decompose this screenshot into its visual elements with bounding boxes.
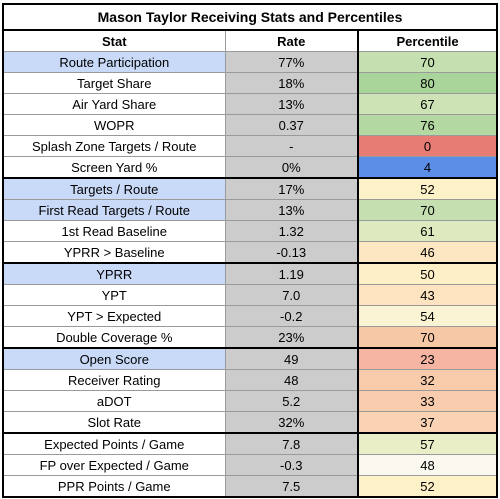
- rate-cell[interactable]: -0.13: [224, 241, 359, 264]
- percentile-cell[interactable]: 52: [356, 475, 499, 498]
- stat-cell[interactable]: Splash Zone Targets / Route: [2, 135, 226, 157]
- stat-cell[interactable]: YPRR: [2, 262, 226, 285]
- table-row: Double Coverage % 23% 70: [2, 326, 499, 349]
- stat-cell[interactable]: Screen Yard %: [2, 156, 226, 179]
- percentile-cell[interactable]: 67: [356, 93, 499, 115]
- table-row: 1st Read Baseline 1.32 61: [2, 220, 499, 242]
- percentile-cell[interactable]: 50: [356, 262, 499, 285]
- table-row: Expected Points / Game 7.8 57: [2, 432, 499, 455]
- stat-cell[interactable]: First Read Targets / Route: [2, 199, 226, 221]
- percentile-cell[interactable]: 37: [356, 411, 499, 434]
- rate-cell[interactable]: 23%: [224, 326, 359, 349]
- stat-cell[interactable]: 1st Read Baseline: [2, 220, 226, 242]
- stat-cell[interactable]: Targets / Route: [2, 177, 226, 200]
- table-row: Receiver Rating 48 32: [2, 369, 499, 391]
- rate-cell[interactable]: 18%: [224, 72, 359, 94]
- table-row: Open Score 49 23: [2, 347, 499, 370]
- percentile-cell[interactable]: 70: [356, 326, 499, 349]
- stat-cell[interactable]: YPRR > Baseline: [2, 241, 226, 264]
- stat-cell[interactable]: WOPR: [2, 114, 226, 136]
- percentile-cell[interactable]: 76: [356, 114, 499, 136]
- stat-cell[interactable]: Target Share: [2, 72, 226, 94]
- rate-cell[interactable]: 13%: [224, 93, 359, 115]
- percentile-cell[interactable]: 0: [356, 135, 499, 157]
- percentile-cell[interactable]: 43: [356, 284, 499, 306]
- percentile-cell[interactable]: 54: [356, 305, 499, 327]
- percentile-cell[interactable]: 61: [356, 220, 499, 242]
- rate-cell[interactable]: 0%: [224, 156, 359, 179]
- percentile-cell[interactable]: 32: [356, 369, 499, 391]
- table-row: Target Share 18% 80: [2, 72, 499, 94]
- stat-cell[interactable]: PPR Points / Game: [2, 475, 226, 498]
- table-row: Slot Rate 32% 37: [2, 411, 499, 434]
- rate-cell[interactable]: 5.2: [224, 390, 359, 412]
- table-row: First Read Targets / Route 13% 70: [2, 199, 499, 221]
- rate-cell[interactable]: 32%: [224, 411, 359, 434]
- table-row: YPT 7.0 43: [2, 284, 499, 306]
- stat-cell[interactable]: Receiver Rating: [2, 369, 226, 391]
- table-row: Route Participation 77% 70: [2, 51, 499, 73]
- table-row: WOPR 0.37 76: [2, 114, 499, 136]
- rate-cell[interactable]: 17%: [224, 177, 359, 200]
- rate-cell[interactable]: 7.5: [224, 475, 359, 498]
- rate-cell[interactable]: 0.37: [224, 114, 359, 136]
- rate-cell[interactable]: 77%: [224, 51, 359, 73]
- table-row: Splash Zone Targets / Route -0: [2, 135, 499, 157]
- table-row: FP over Expected / Game -0.3 48: [2, 454, 499, 476]
- stat-cell[interactable]: Double Coverage %: [2, 326, 226, 349]
- percentile-cell[interactable]: 80: [356, 72, 499, 94]
- rate-cell[interactable]: 1.32: [224, 220, 359, 242]
- percentile-cell[interactable]: 70: [356, 51, 499, 73]
- rate-cell[interactable]: 48: [224, 369, 359, 391]
- percentile-cell[interactable]: 70: [356, 199, 499, 221]
- rate-cell[interactable]: -: [224, 135, 359, 157]
- stat-cell[interactable]: Air Yard Share: [2, 93, 226, 115]
- table-body: Route Participation 77% 70 Target Share 18% 8…: [2, 51, 499, 498]
- stat-cell[interactable]: YPT: [2, 284, 226, 306]
- table-title[interactable]: Mason Taylor Receiving Stats and Percent…: [1, 3, 499, 31]
- table-row: Targets / Route 17% 52: [2, 177, 499, 200]
- header-row: Stat Rate Percentile: [2, 29, 499, 52]
- stat-cell[interactable]: YPT > Expected: [2, 305, 226, 327]
- percentile-cell[interactable]: 57: [356, 432, 499, 455]
- percentile-cell[interactable]: 48: [356, 454, 499, 476]
- stat-cell[interactable]: Slot Rate: [2, 411, 226, 434]
- rate-cell[interactable]: 7.8: [224, 432, 359, 455]
- stat-cell[interactable]: FP over Expected / Game: [2, 454, 226, 476]
- rate-cell[interactable]: 49: [224, 347, 359, 370]
- percentile-cell[interactable]: 4: [356, 156, 499, 179]
- rate-cell[interactable]: 13%: [224, 199, 359, 221]
- percentile-cell[interactable]: 52: [356, 177, 499, 200]
- rate-cell[interactable]: 7.0: [224, 284, 359, 306]
- rate-cell[interactable]: -0.3: [224, 454, 359, 476]
- percentile-cell[interactable]: 23: [356, 347, 499, 370]
- percentile-cell[interactable]: 33: [356, 390, 499, 412]
- header-stat[interactable]: Stat: [2, 29, 226, 52]
- rate-cell[interactable]: 1.19: [224, 262, 359, 285]
- percentile-cell[interactable]: 46: [356, 241, 499, 264]
- stat-cell[interactable]: Route Participation: [2, 51, 226, 73]
- table-row: aDOT 5.2 33: [2, 390, 499, 412]
- table-row: PPR Points / Game 7.5 52: [2, 475, 499, 498]
- table-row: Air Yard Share 13% 67: [2, 93, 499, 115]
- table-row: Screen Yard % 0% 4: [2, 156, 499, 179]
- stat-cell[interactable]: Expected Points / Game: [2, 432, 226, 455]
- title-row: Mason Taylor Receiving Stats and Percent…: [1, 3, 499, 31]
- table-row: YPT > Expected -0.2 54: [2, 305, 499, 327]
- table-row: YPRR > Baseline -0.13 46: [2, 241, 499, 264]
- stat-cell[interactable]: Open Score: [2, 347, 226, 370]
- header-percentile[interactable]: Percentile: [356, 29, 499, 52]
- table-row: YPRR 1.19 50: [2, 262, 499, 285]
- stat-cell[interactable]: aDOT: [2, 390, 226, 412]
- stats-table: Mason Taylor Receiving Stats and Percent…: [1, 3, 499, 498]
- rate-cell[interactable]: -0.2: [224, 305, 359, 327]
- header-rate[interactable]: Rate: [224, 29, 359, 52]
